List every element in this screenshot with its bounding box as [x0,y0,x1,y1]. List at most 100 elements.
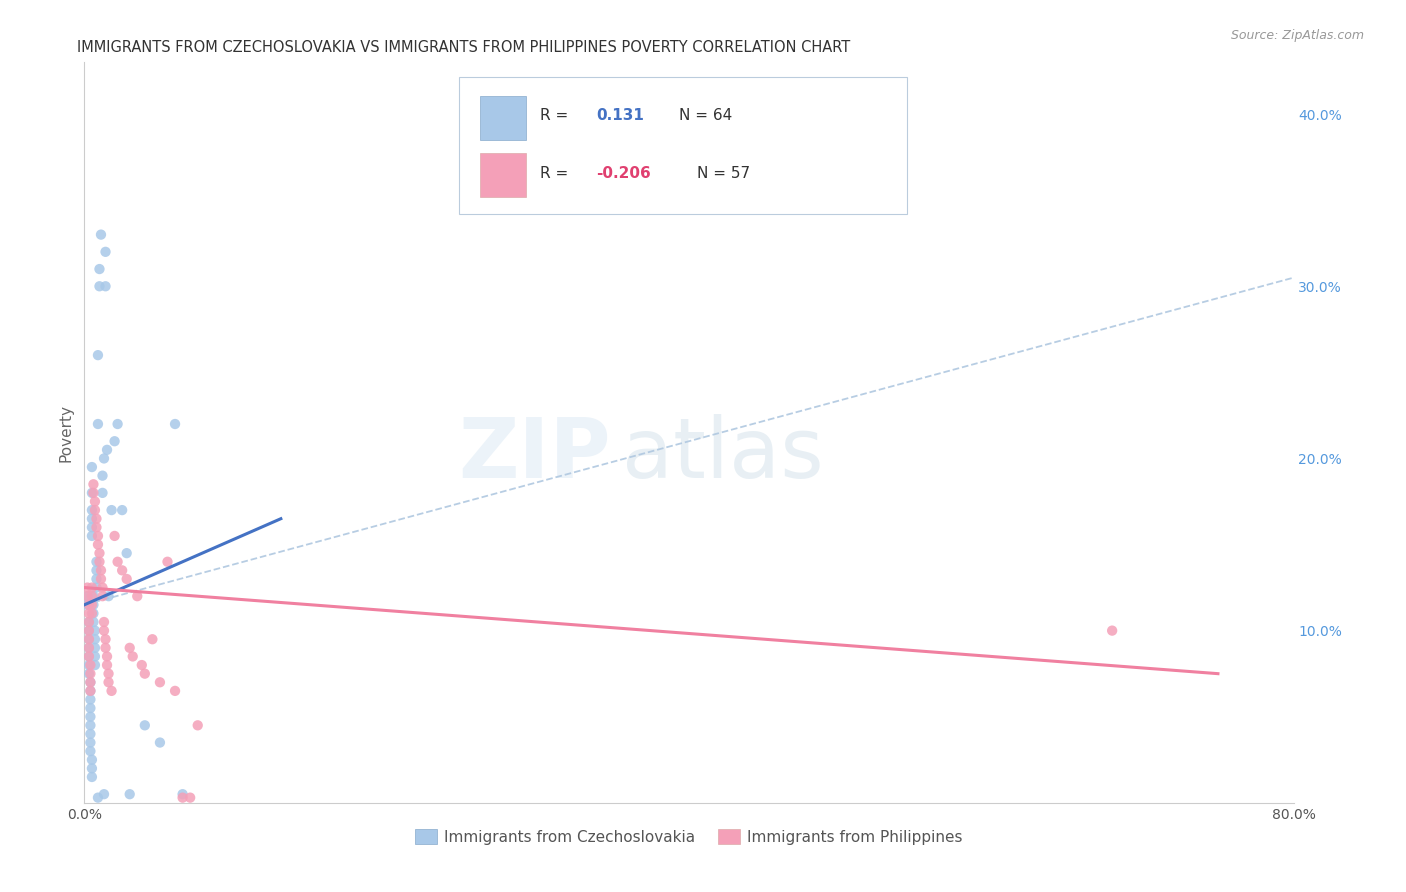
Point [111,563,134,577]
Point [96,649,118,664]
Point [172,787,194,801]
Point [77,649,100,664]
Point [79,709,101,723]
Point [87,417,110,431]
Point [80,460,103,475]
Point [77,624,100,638]
Point [79,727,101,741]
Point [90,563,112,577]
Point [90,572,112,586]
Point [84,494,107,508]
Point [82,477,104,491]
Point [82,486,104,500]
Point [84,503,107,517]
Point [93,451,115,466]
Point [149,675,172,690]
Point [79,718,101,732]
Point [91,589,114,603]
Text: atlas: atlas [623,414,824,495]
Point [79,735,101,749]
Point [94,244,117,259]
Point [107,555,129,569]
Point [87,529,110,543]
Point [77,615,100,629]
Text: N = 57: N = 57 [697,166,751,181]
Point [100,684,122,698]
Point [80,520,103,534]
Legend: Immigrants from Czechoslovakia, Immigrants from Philippines: Immigrants from Czechoslovakia, Immigran… [409,823,969,851]
Text: -0.206: -0.206 [596,166,651,181]
Point [76,581,98,595]
Point [80,512,103,526]
Point [80,529,103,543]
Point [79,744,101,758]
Point [86,520,108,534]
Point [187,718,209,732]
Point [80,581,103,595]
Point [79,675,101,690]
Point [86,555,108,569]
Point [91,486,114,500]
Point [86,512,108,526]
Point [165,684,187,698]
Point [89,262,111,277]
Point [76,589,98,603]
Point [77,624,100,638]
Point [134,718,156,732]
Point [149,735,172,749]
Point [172,790,194,805]
Point [80,770,103,784]
Point [93,615,115,629]
Text: R =: R = [540,166,574,181]
Point [84,624,107,638]
Point [118,787,141,801]
Point [104,434,127,449]
Point [77,658,100,673]
Point [87,790,110,805]
Point [79,675,101,690]
Point [127,589,149,603]
Point [79,666,101,681]
Point [76,598,98,612]
Point [80,486,103,500]
Point [80,753,103,767]
Text: R =: R = [540,108,574,123]
Point [100,503,122,517]
Point [77,632,100,647]
Point [118,640,141,655]
Text: 0.131: 0.131 [596,108,644,123]
Point [141,632,163,647]
Point [77,632,100,647]
Point [87,348,110,362]
Point [96,658,118,673]
Point [97,589,120,603]
Point [84,649,107,664]
Point [84,640,107,655]
Point [84,632,107,647]
Point [94,640,117,655]
Point [77,607,100,621]
FancyBboxPatch shape [460,78,907,214]
Point [165,417,187,431]
Y-axis label: Poverty: Poverty [58,403,73,462]
Point [80,607,103,621]
Point [91,468,114,483]
Point [93,787,115,801]
Point [79,658,101,673]
Point [89,279,111,293]
Point [86,572,108,586]
Point [82,607,104,621]
Text: ZIP: ZIP [458,414,610,495]
Point [82,598,104,612]
Point [94,279,117,293]
Point [134,666,156,681]
Point [104,529,127,543]
FancyBboxPatch shape [479,95,526,140]
Point [107,417,129,431]
Point [94,632,117,647]
Point [121,649,143,664]
Point [82,589,104,603]
Point [111,503,134,517]
Point [80,503,103,517]
Point [93,624,115,638]
